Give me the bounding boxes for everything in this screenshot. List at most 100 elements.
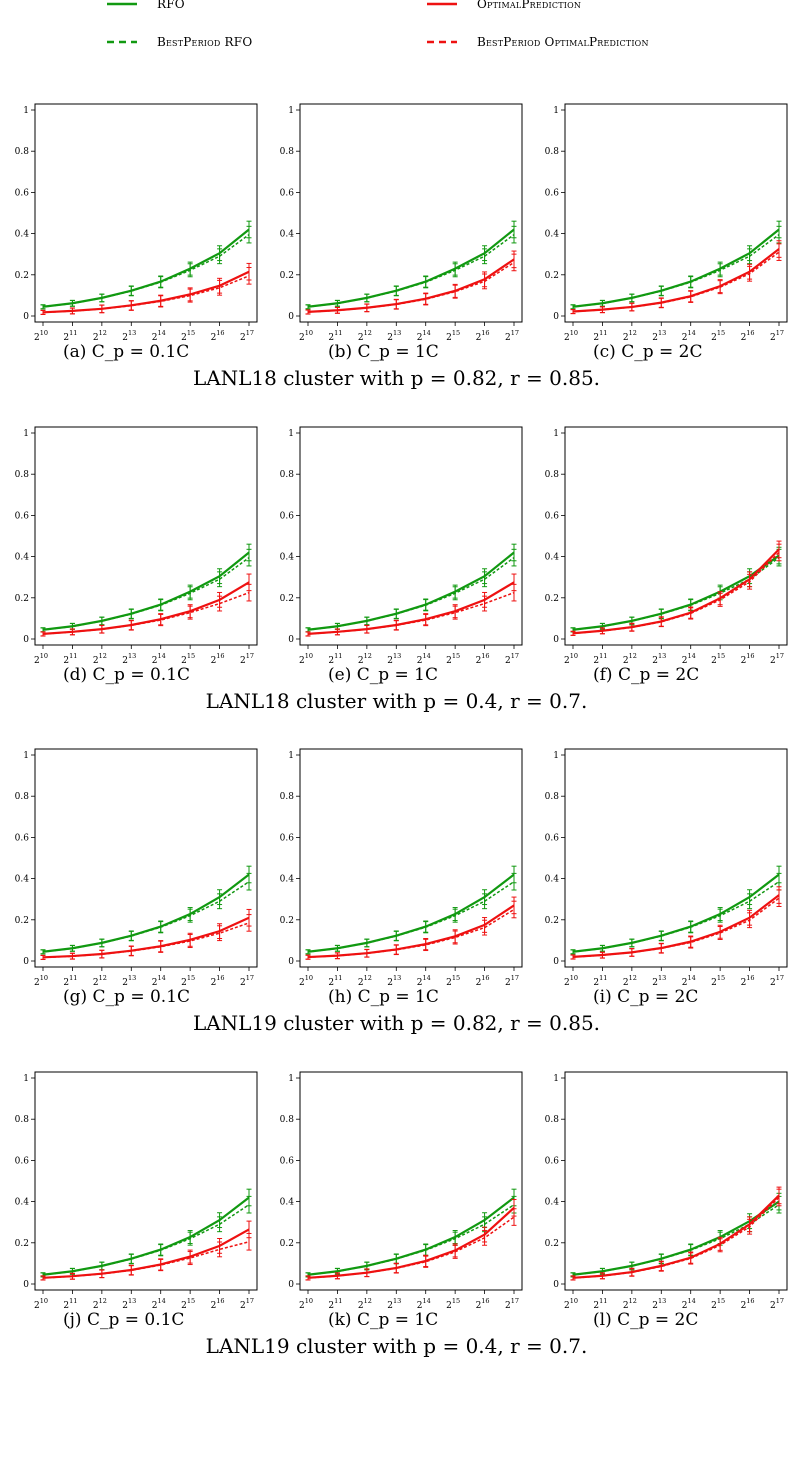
legend-label: RFO [157,0,185,11]
data-point [688,1252,694,1265]
data-point [482,273,488,290]
data-point [40,631,46,637]
x-tick-label: 212 [623,329,637,343]
y-tick-label: 0.8 [545,1115,560,1125]
x-tick-label: 216 [476,329,490,343]
data-point [747,893,753,910]
data-point [187,1251,193,1266]
data-point [776,1188,782,1207]
data-point [393,285,399,297]
x-tick-label: 211 [328,974,342,988]
x-tick-label: 210 [564,329,578,343]
data-point [246,1232,252,1251]
chart-g: 0 0.2 0.4 0.6 0.8 1 210 211 212 213 214 215 216 217 [15,748,258,988]
data-point [599,951,605,959]
row-caption: LANL19 cluster with p = 0.82, r = 0.85. [192,1011,601,1035]
y-tick-label: 1 [23,751,29,761]
y-tick-label: 1 [288,106,294,116]
x-tick-label: 214 [682,974,696,988]
y-tick-label: 1 [553,106,559,116]
data-point [599,945,605,952]
data-point [747,912,753,929]
plot-frame [34,103,258,323]
series-line-bestperiod-optimalprediction [42,591,250,635]
y-tick-label: 0 [23,635,29,645]
x-tick-label: 216 [741,974,755,988]
data-point [570,949,576,955]
data-point [717,925,723,940]
data-point [629,623,635,632]
data-point [599,1272,605,1280]
x-tick-label: 214 [417,1297,431,1311]
series-line-rfo [572,1200,780,1276]
data-point [452,586,458,601]
y-tick-label: 0.2 [15,594,29,604]
data-point [511,225,517,244]
data-point [688,936,694,949]
x-tick-label: 217 [240,652,254,666]
x-tick-label: 214 [682,1297,696,1311]
x-tick-label: 212 [93,652,107,666]
y-tick-label: 0.8 [280,470,295,480]
plot-frame [299,426,523,646]
x-tick-label: 210 [299,329,313,343]
data-point [482,571,488,588]
y-tick-label: 0 [553,1280,559,1290]
x-tick-label: 216 [211,974,225,988]
x-tick-label: 211 [63,974,77,988]
x-tick-label: 215 [181,1297,195,1311]
x-tick-label: 212 [358,974,372,988]
y-tick-label: 0.6 [545,188,560,198]
x-tick-label: 216 [476,974,490,988]
data-point [658,943,664,954]
y-tick-label: 0.4 [280,230,295,240]
data-point [40,304,46,310]
data-point [128,300,134,311]
data-point [187,605,193,620]
legend-swatch-rfo [107,2,137,6]
data-point [688,290,694,303]
series-line-rfo [42,551,250,631]
x-tick-label: 215 [446,652,460,666]
series-line-rfo [307,551,515,631]
y-tick-label: 0 [23,312,29,322]
plot-frame [299,1071,523,1291]
chart-e: 0 0.2 0.4 0.6 0.8 1 210 211 212 213 214 215 216 217 [280,426,523,666]
y-tick-label: 0.2 [15,1239,29,1249]
chart-h: 0 0.2 0.4 0.6 0.8 1 210 211 212 213 214 215 216 217 [280,748,523,988]
x-tick-label: 214 [152,652,166,666]
x-tick-label: 213 [652,974,666,988]
y-tick-label: 1 [288,751,294,761]
data-point [599,306,605,314]
data-point [452,930,458,945]
sub-caption: (b) C_p = 1C [328,342,439,362]
x-tick-label: 212 [93,974,107,988]
legend-label: OptimalPrediction [477,0,582,11]
y-tick-label: 0.8 [545,792,560,802]
data-point [423,599,429,612]
data-point [305,949,311,955]
data-point [158,921,164,934]
x-tick-label: 216 [741,1297,755,1311]
x-tick-label: 217 [770,1297,784,1311]
x-tick-label: 217 [505,974,519,988]
y-tick-label: 0.8 [280,1115,295,1125]
x-tick-label: 215 [446,329,460,343]
x-tick-label: 214 [152,329,166,343]
x-tick-label: 211 [63,652,77,666]
data-point [364,303,370,313]
y-tick-label: 0.2 [545,271,559,281]
data-point [658,616,664,628]
x-tick-label: 216 [741,652,755,666]
data-point [629,293,635,303]
x-tick-label: 216 [211,1297,225,1311]
data-point [747,1218,753,1235]
data-point [717,263,723,278]
plot-frame [299,103,523,323]
data-point [393,944,399,956]
data-point [658,1261,664,1272]
data-point [747,265,753,282]
x-tick-label: 215 [446,974,460,988]
x-tick-label: 210 [34,1297,48,1311]
x-tick-label: 217 [770,652,784,666]
